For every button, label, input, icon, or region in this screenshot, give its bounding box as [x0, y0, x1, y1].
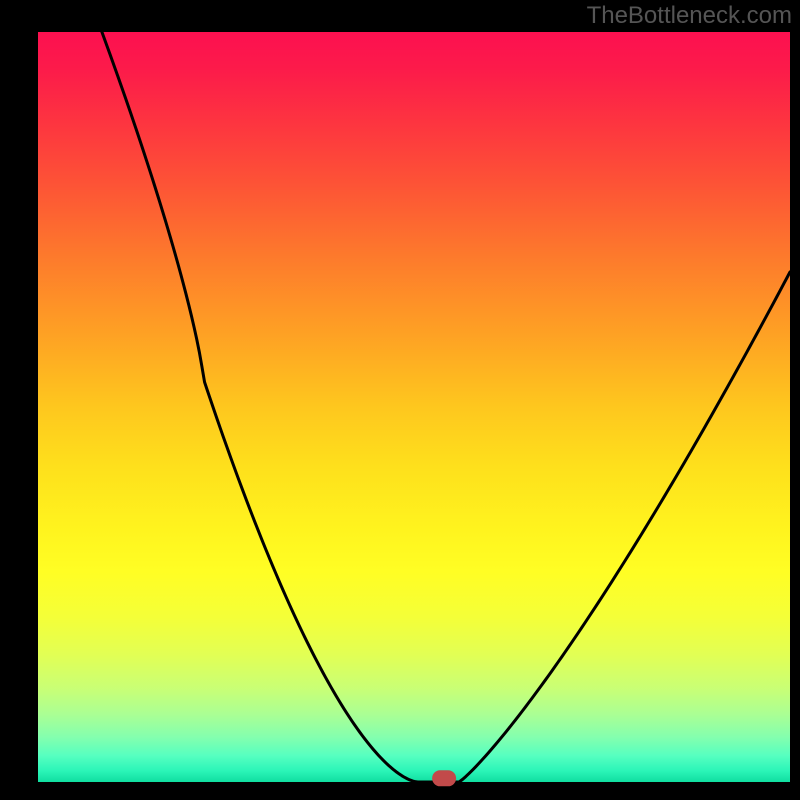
bottleneck-chart — [0, 0, 800, 800]
watermark-text: TheBottleneck.com — [587, 2, 792, 30]
optimum-marker — [432, 770, 456, 786]
plot-background — [38, 32, 790, 782]
chart-root: TheBottleneck.com — [0, 0, 800, 800]
